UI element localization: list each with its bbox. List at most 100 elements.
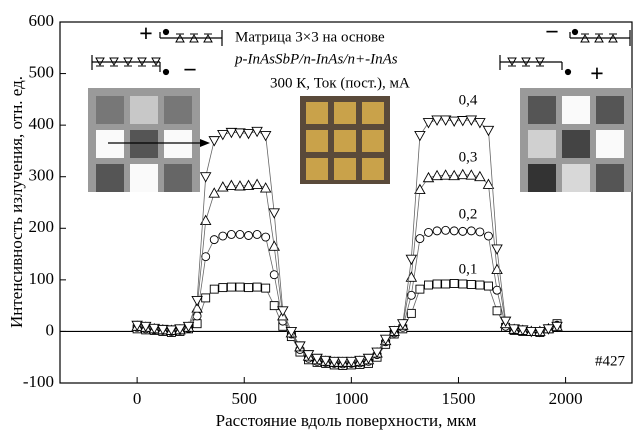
- polarity: −: [545, 20, 559, 46]
- point: [424, 281, 432, 289]
- point: [201, 173, 211, 182]
- pixel: [334, 158, 356, 180]
- pixel: [164, 130, 192, 158]
- pixel: [164, 164, 192, 192]
- point: [423, 119, 433, 128]
- pixel: [130, 164, 158, 192]
- point: [467, 280, 475, 288]
- polarity: −: [183, 58, 197, 84]
- point: [449, 117, 459, 126]
- point: [226, 180, 236, 189]
- point: [484, 282, 492, 290]
- pixel: [528, 96, 556, 124]
- point: [459, 227, 467, 235]
- point: [483, 126, 493, 135]
- point: [442, 280, 450, 288]
- circuit-right: [500, 30, 630, 75]
- pixel: [306, 158, 328, 180]
- title-line: 300 К, Ток (пост.), мА: [270, 75, 410, 91]
- title-line: p-InAsSbP/n-InAs/n+-InAs: [234, 51, 398, 67]
- chart: Матрица 3×3 на основе p-InAsSbP/n-InAs/n…: [0, 0, 636, 437]
- point: [244, 129, 254, 138]
- polarity: +: [139, 22, 153, 48]
- y-tick-label: 200: [29, 217, 55, 236]
- point: [441, 170, 451, 179]
- series-label: 0,3: [459, 149, 478, 165]
- point: [261, 183, 271, 192]
- y-tick-label: 0: [46, 320, 55, 339]
- point: [278, 307, 288, 316]
- pixel: [362, 130, 384, 152]
- sample-id: #427: [595, 353, 626, 369]
- y-tick-label: 400: [29, 114, 55, 133]
- point: [415, 131, 425, 140]
- point: [252, 179, 262, 188]
- point: [218, 130, 228, 139]
- y-axis-label: Интенсивность излучения, отн. ед.: [7, 76, 26, 328]
- point: [210, 285, 218, 293]
- pixel: [130, 130, 158, 158]
- pixel: [334, 130, 356, 152]
- point: [416, 235, 424, 243]
- pixel: [596, 96, 624, 124]
- title-line: Матрица 3×3 на основе: [235, 29, 385, 45]
- pixel: [362, 102, 384, 124]
- point: [245, 284, 253, 292]
- point: [261, 131, 271, 140]
- image-middle: [300, 96, 390, 184]
- image-left: [88, 88, 200, 192]
- polarity: +: [590, 62, 604, 88]
- series-label: 0,2: [459, 206, 478, 222]
- point: [219, 284, 227, 292]
- series-label: 0,1: [459, 261, 478, 277]
- pixel: [562, 130, 590, 158]
- point: [253, 283, 261, 291]
- point: [458, 170, 468, 179]
- point: [406, 255, 416, 264]
- point: [210, 236, 218, 244]
- x-tick-label: 2000: [549, 389, 583, 408]
- point: [459, 280, 467, 288]
- point: [253, 230, 261, 238]
- x-tick-label: 1000: [334, 389, 368, 408]
- point: [416, 285, 424, 293]
- point: [219, 232, 227, 240]
- pixel: [96, 96, 124, 124]
- point: [476, 228, 484, 236]
- pixel: [306, 102, 328, 124]
- point: [433, 280, 441, 288]
- point: [209, 188, 219, 197]
- pixel: [528, 130, 556, 158]
- circuit-left: [92, 30, 222, 75]
- point: [493, 307, 501, 315]
- point: [484, 232, 492, 240]
- point: [245, 232, 253, 240]
- point: [227, 230, 235, 238]
- series-label: 0,4: [459, 92, 478, 108]
- point: [192, 296, 202, 305]
- x-tick-label: 500: [231, 389, 257, 408]
- pixel: [362, 158, 384, 180]
- point: [407, 309, 415, 317]
- y-tick-label: 100: [29, 269, 55, 288]
- pixel: [96, 130, 124, 158]
- point: [432, 116, 442, 125]
- point: [269, 209, 279, 218]
- point: [424, 228, 432, 236]
- point: [442, 226, 450, 234]
- pixel: [164, 96, 192, 124]
- pixel: [306, 130, 328, 152]
- point: [450, 227, 458, 235]
- x-axis-label: Расстояние вдоль поверхности, мкм: [216, 411, 477, 430]
- pixel: [596, 130, 624, 158]
- point: [433, 227, 441, 235]
- point: [202, 294, 210, 302]
- point: [262, 233, 270, 241]
- point: [492, 245, 502, 254]
- point: [236, 283, 244, 291]
- pixel: [130, 96, 158, 124]
- point: [209, 137, 219, 146]
- point: [270, 302, 278, 310]
- pixel: [562, 96, 590, 124]
- point: [193, 320, 201, 328]
